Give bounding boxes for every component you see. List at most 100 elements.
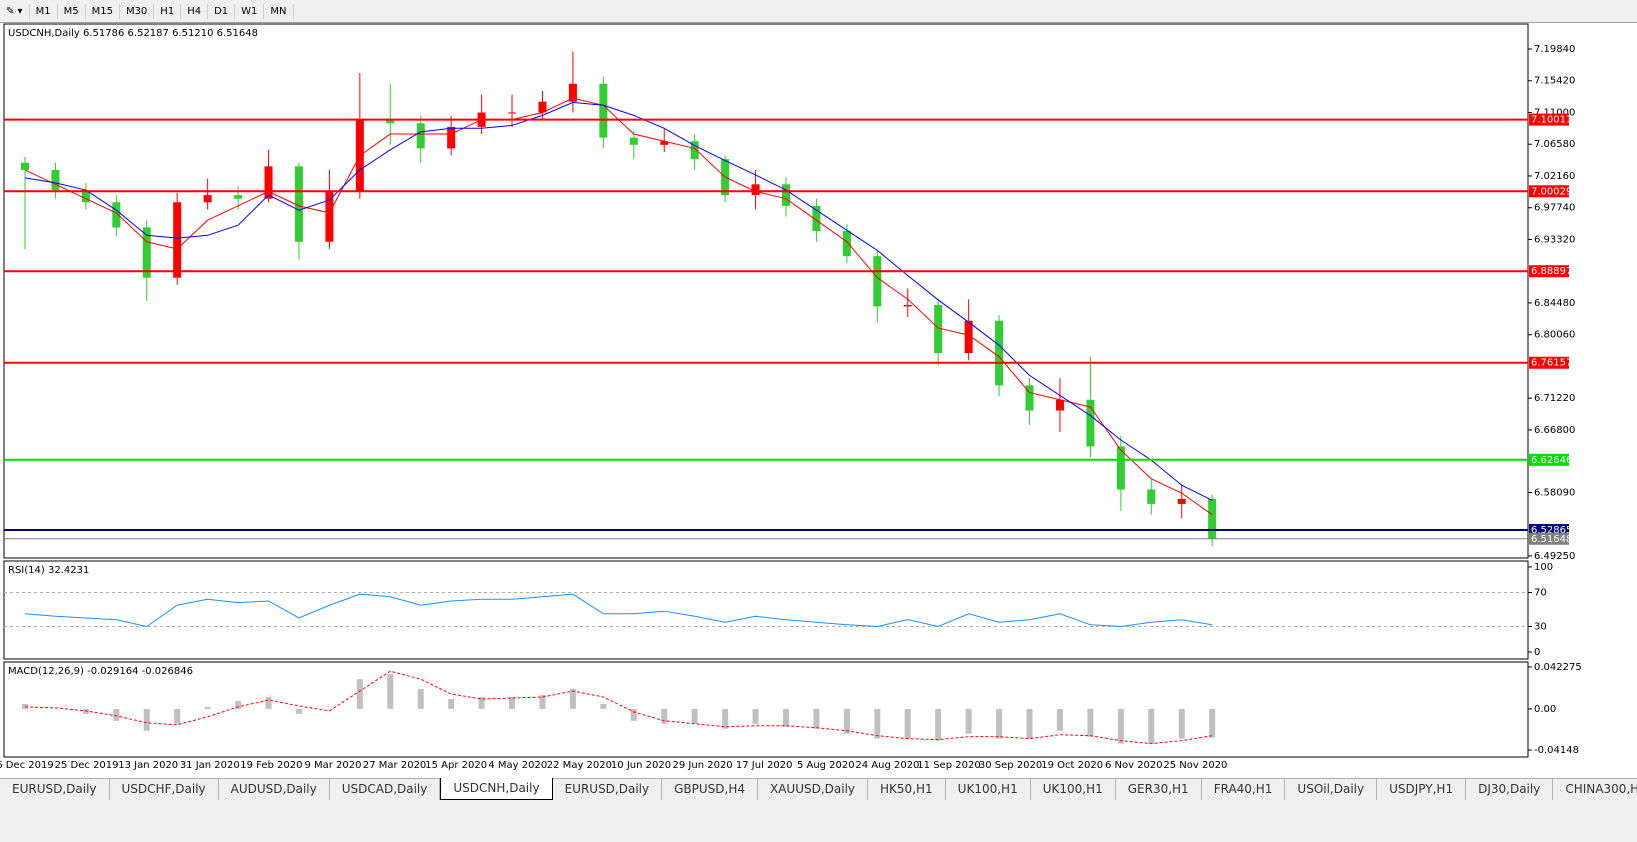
candle-body bbox=[51, 169, 60, 191]
macd-bar bbox=[235, 700, 242, 709]
chart-tab[interactable]: USDCHF,Daily bbox=[109, 778, 219, 800]
price-level-box bbox=[1529, 532, 1569, 545]
x-tick-label: 10 Jun 2020 bbox=[611, 760, 671, 771]
chart-tab[interactable]: GBPUSD,H4 bbox=[662, 778, 758, 800]
candle-body bbox=[873, 256, 882, 307]
macd-bar bbox=[843, 708, 850, 734]
macd-bar bbox=[1148, 708, 1155, 744]
x-tick-label: 25 Dec 2019 bbox=[55, 760, 119, 771]
rsi-line bbox=[24, 593, 1213, 628]
candle-body bbox=[568, 83, 577, 102]
panel-frame bbox=[3, 23, 1529, 559]
candle-body bbox=[751, 184, 760, 196]
chart-tab[interactable]: EURUSD,Daily bbox=[0, 778, 110, 800]
y-tick-label: 6.66800 bbox=[1534, 425, 1575, 436]
panel-title: RSI(14) 32.4231 bbox=[8, 565, 89, 576]
chart-tab[interactable]: CHINA300,H1 bbox=[1553, 778, 1637, 800]
macd-bar bbox=[265, 697, 272, 709]
chart-tab[interactable]: AUDUSD,Daily bbox=[218, 778, 330, 800]
macd-bar bbox=[1056, 708, 1063, 731]
candle-body bbox=[294, 166, 303, 242]
tab-bar: EURUSD,Daily USDCHF,Daily AUDUSD,Daily USDC… bbox=[0, 778, 1637, 800]
x-tick-label: 6 Dec 2019 bbox=[0, 760, 54, 771]
candle-body bbox=[325, 191, 334, 242]
candle-body bbox=[447, 126, 456, 149]
candle-body bbox=[842, 230, 851, 257]
x-tick-label: 17 Jul 2020 bbox=[736, 760, 793, 771]
y-tick-label: 6.93320 bbox=[1534, 234, 1575, 245]
timeframe-button[interactable]: M5 bbox=[58, 3, 86, 19]
x-tick-label: 29 Jun 2020 bbox=[673, 760, 733, 771]
price-level-label: 6.51648 bbox=[1531, 534, 1572, 545]
y-tick-label: 6.80060 bbox=[1534, 330, 1575, 341]
timeframe-button[interactable]: M1 bbox=[30, 3, 58, 19]
candle-body bbox=[1147, 489, 1156, 504]
candle-body bbox=[903, 304, 912, 307]
chart-tab[interactable]: UK100,H1 bbox=[1030, 778, 1116, 800]
timeframe-button[interactable]: H4 bbox=[181, 3, 209, 19]
chart-tab[interactable]: EURUSD,Daily bbox=[552, 778, 663, 800]
candle-body bbox=[538, 101, 547, 113]
y-tick-label: 7.19840 bbox=[1534, 44, 1575, 55]
chart-tab[interactable]: XAUUSD,Daily bbox=[758, 778, 869, 800]
x-tick-label: 15 Apr 2020 bbox=[425, 760, 487, 771]
chart-tab[interactable]: USDJPY,H1 bbox=[1377, 778, 1467, 800]
timeframe-button[interactable]: MN bbox=[264, 3, 294, 19]
timeframe-button[interactable]: H1 bbox=[154, 3, 182, 19]
candle-body bbox=[964, 320, 973, 354]
x-tick-label: 31 Jan 2020 bbox=[180, 760, 240, 771]
tool-icon[interactable]: ✎ ▾ bbox=[0, 3, 30, 19]
candle-body bbox=[81, 190, 90, 203]
chart-tab[interactable]: HK50,H1 bbox=[868, 778, 946, 800]
chart-tab[interactable]: USDCNH,Daily bbox=[440, 778, 553, 800]
candle-body bbox=[1208, 498, 1217, 540]
timeframe-button[interactable]: M30 bbox=[120, 3, 155, 19]
macd-bar bbox=[295, 708, 302, 714]
timeframe-button[interactable]: W1 bbox=[235, 3, 265, 19]
candle-body bbox=[203, 195, 212, 203]
macd-bar bbox=[174, 708, 181, 724]
chart-tab[interactable]: UK100,H1 bbox=[945, 778, 1031, 800]
panel-frame bbox=[3, 661, 1529, 758]
price-level-label: 6.76157 bbox=[1531, 358, 1572, 369]
macd-bar bbox=[387, 674, 394, 709]
candle-body bbox=[508, 112, 517, 114]
macd-signal bbox=[24, 670, 1213, 745]
candle-body bbox=[1116, 446, 1125, 490]
moving-average bbox=[24, 101, 1213, 501]
y-tick-label: 6.97740 bbox=[1534, 203, 1575, 214]
chart-tab[interactable]: FRA40,H1 bbox=[1201, 778, 1286, 800]
toolbar: ✎ ▾ M1 M5 M15 M30 H1 H4 D1 W1 MN bbox=[0, 0, 1637, 23]
candle-body bbox=[21, 162, 29, 170]
y-tick-label: 7.02160 bbox=[1534, 171, 1575, 182]
y-tick-label: 100 bbox=[1534, 562, 1553, 573]
y-tick-label: 7.06580 bbox=[1534, 139, 1575, 150]
candle-body bbox=[995, 320, 1004, 386]
chart-tab[interactable]: USDCAD,Daily bbox=[329, 778, 441, 800]
macd-bar bbox=[1087, 708, 1094, 737]
x-tick-label: 22 May 2020 bbox=[547, 760, 612, 771]
chart-tab[interactable]: DJ30,Daily bbox=[1466, 778, 1554, 800]
y-tick-label: 0.042275 bbox=[1534, 662, 1582, 673]
y-tick-label: 6.49250 bbox=[1534, 551, 1575, 562]
macd-bar bbox=[448, 698, 455, 709]
x-tick-label: 5 Aug 2020 bbox=[797, 760, 855, 771]
candle-body bbox=[264, 166, 273, 199]
chart-background bbox=[0, 23, 1637, 778]
x-tick-label: 24 Aug 2020 bbox=[855, 760, 919, 771]
y-tick-label: 6.58090 bbox=[1534, 487, 1575, 498]
chart-tab[interactable]: USOil,Daily bbox=[1285, 778, 1378, 800]
y-tick-label: 7.11000 bbox=[1534, 107, 1575, 118]
timeframe-button[interactable]: M15 bbox=[86, 3, 120, 19]
macd-bar bbox=[22, 703, 28, 709]
y-tick-label: -0.04148 bbox=[1534, 745, 1579, 756]
macd-bar bbox=[783, 708, 789, 727]
macd-bar bbox=[1178, 708, 1185, 739]
candle-body bbox=[142, 227, 151, 278]
chart-tab[interactable]: GER30,H1 bbox=[1115, 778, 1202, 800]
candle-body bbox=[690, 141, 699, 160]
candle-body bbox=[1055, 399, 1064, 411]
candle-body bbox=[386, 119, 395, 124]
timeframe-button[interactable]: D1 bbox=[208, 3, 236, 19]
macd-bar bbox=[691, 708, 698, 724]
